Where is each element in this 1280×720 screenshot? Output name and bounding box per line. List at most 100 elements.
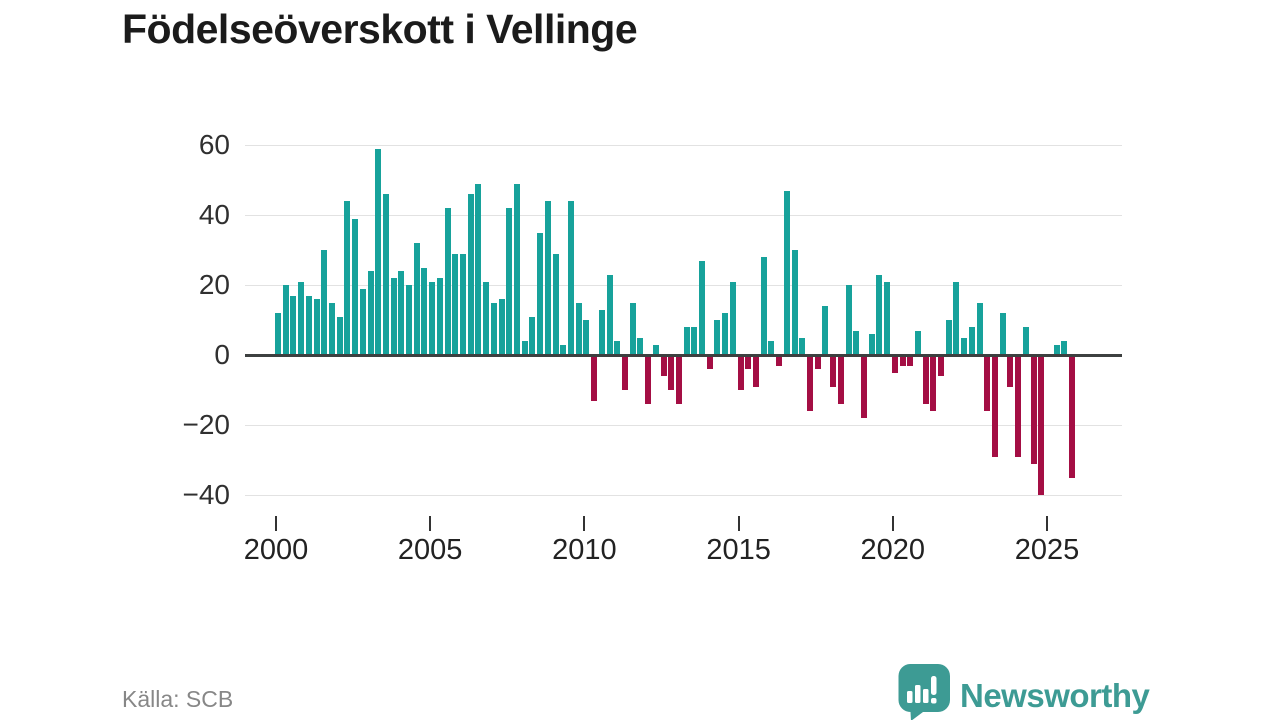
bar: [845, 285, 852, 355]
bar: [760, 257, 767, 355]
bar: [575, 302, 582, 355]
chart-title: Födelseöverskott i Vellinge: [122, 6, 638, 52]
bar: [475, 183, 482, 355]
bar: [860, 355, 867, 418]
bar: [745, 355, 752, 369]
bar: [382, 194, 389, 355]
bar: [421, 267, 428, 355]
bar: [529, 316, 536, 355]
bar: [444, 208, 451, 355]
bar: [976, 302, 983, 355]
bar: [398, 271, 405, 355]
bar: [352, 218, 359, 355]
bar: [321, 250, 328, 355]
bar: [853, 330, 860, 355]
bar: [961, 337, 968, 355]
bar: [514, 183, 520, 355]
bar: [645, 355, 652, 404]
bar: [930, 355, 937, 411]
bar: [328, 302, 335, 355]
bar: [984, 355, 991, 411]
bar: [290, 295, 297, 355]
bar: [999, 313, 1006, 355]
bar: [699, 260, 706, 355]
bar: [275, 313, 281, 355]
zero-axis-line: [245, 353, 1122, 357]
bar: [359, 288, 366, 355]
bar: [668, 355, 675, 390]
y-axis-tick-label: −40: [182, 479, 231, 510]
bar: [583, 320, 590, 355]
bar: [953, 281, 960, 355]
x-axis-tick-label: 2020: [860, 534, 926, 566]
bar: [968, 327, 975, 355]
bar: [305, 295, 312, 355]
bar: [606, 274, 613, 355]
bar: [714, 320, 721, 355]
bar: [344, 201, 351, 355]
bar: [452, 253, 459, 355]
x-axis-tick-mark: [737, 516, 740, 531]
bar: [660, 355, 667, 376]
bar: [691, 327, 698, 355]
gridline: [245, 425, 1122, 426]
bar: [521, 341, 528, 355]
bar: [722, 313, 729, 355]
bar: [598, 309, 605, 355]
bar: [413, 243, 420, 355]
bar: [436, 278, 443, 355]
bar: [1007, 355, 1014, 387]
bar: [467, 194, 474, 355]
bar: [282, 285, 289, 355]
bar: [483, 281, 490, 355]
bar: [1022, 327, 1029, 355]
bar: [506, 208, 513, 355]
bar: [367, 271, 374, 355]
bar: [567, 201, 574, 355]
y-axis-tick-label: −20: [182, 409, 231, 440]
bar: [1069, 355, 1076, 478]
bar: [498, 299, 505, 355]
bar: [621, 355, 628, 390]
bar: [753, 355, 760, 387]
bar: [375, 148, 382, 355]
bar: [891, 355, 898, 373]
y-axis-tick-label: 60: [198, 129, 230, 160]
bar: [899, 355, 906, 366]
bar: [490, 302, 497, 355]
bar: [791, 250, 798, 355]
bar: [1015, 355, 1022, 457]
bar: [907, 355, 914, 366]
gridline: [245, 285, 1122, 286]
bar: [814, 355, 821, 369]
bar: [837, 355, 844, 404]
bar: [629, 302, 636, 355]
x-axis-tick-mark: [429, 516, 432, 531]
bar: [776, 355, 783, 366]
newsworthy-speech-bubble-chart-icon: [898, 664, 950, 720]
x-axis-tick-label: 2000: [243, 534, 309, 566]
bar: [552, 253, 559, 355]
x-axis-tick-mark: [583, 516, 586, 531]
bar: [729, 281, 736, 355]
x-axis-tick-mark: [1046, 516, 1048, 531]
bar: [799, 337, 806, 355]
bar: [336, 316, 343, 355]
bar: [876, 274, 883, 355]
bar: [1053, 344, 1060, 355]
bar: [992, 355, 999, 457]
plot-area: 2000 2005 2010 2015 2020 2025: [244, 130, 1122, 566]
x-axis-tick-label: 2025: [1014, 534, 1080, 566]
newsworthy-logo: Newsworthy: [898, 664, 1150, 720]
bar: [390, 278, 397, 355]
bar: [675, 355, 682, 404]
bar: [652, 344, 659, 355]
bar: [922, 355, 929, 404]
y-axis-tick-label: 0: [214, 339, 230, 370]
bar: [868, 334, 875, 355]
bar: [806, 355, 813, 411]
bar: [313, 299, 320, 355]
bar: [783, 190, 790, 355]
bar: [830, 355, 837, 387]
